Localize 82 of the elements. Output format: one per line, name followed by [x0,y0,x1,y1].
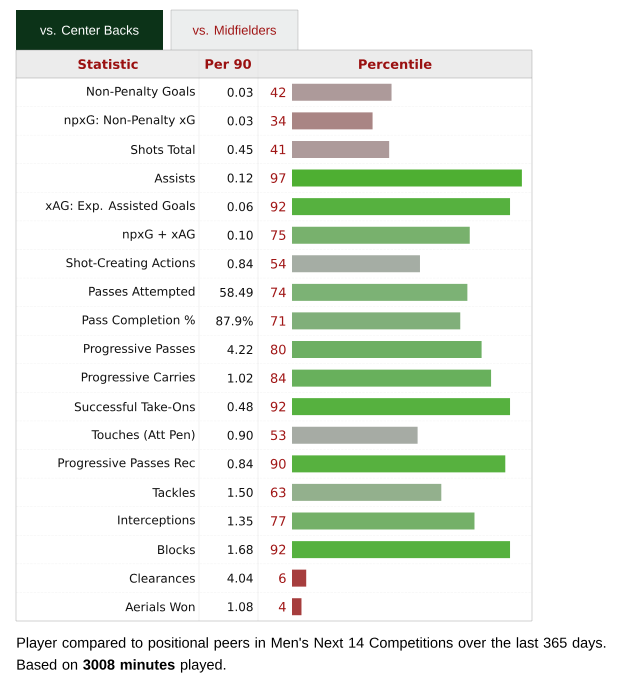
data-label: 80 [270,344,286,354]
y-tick-label: Tackles [152,488,195,498]
text: 1.50 [228,488,253,497]
y-tick-label: Progressive Passes [84,344,195,356]
text: 0.06 [228,202,253,212]
data-label: 90 [270,458,286,469]
bar [292,541,510,558]
text: 0.84 [228,259,253,268]
text: 4.22 [227,345,252,354]
text: 87.9% [216,316,253,326]
bar [292,341,482,358]
data-label: 71 [271,316,286,326]
bar [292,198,510,216]
bar [292,112,373,130]
text: 0.12 [228,174,252,183]
y-tick-label: npxG: Non-Penalty xG [64,115,195,127]
y-tick-label: Aerials Won [125,602,194,612]
y-tick-label: Non-Penalty Goals [87,86,195,98]
y-tick-label: Shot-Creating Actions [66,258,195,270]
text: 0.10 [228,230,253,240]
bar [292,226,470,244]
text: 0.03 [228,88,253,97]
y-tick-label: npxG + xAG [123,230,195,241]
y-tick-label: Blocks [158,544,195,554]
data-label: 54 [271,258,286,269]
data-label: 4 [278,602,286,612]
bar [292,312,460,330]
y-tick-label: Clearances [130,574,195,583]
bar [292,426,418,444]
text: 0.48 [228,402,253,412]
bar [292,140,390,158]
y-tick-label: Passes Attempted [89,286,194,298]
text: vs. Midfielders [192,25,276,35]
y-tick-label: Successful Take-Ons [74,402,195,412]
bar [292,398,510,416]
y-tick-label: Progressive Carries [82,372,195,384]
bar [292,255,420,272]
text: 58.49 [220,288,253,297]
bar [292,570,306,587]
bar [292,170,522,187]
y-tick-label: Touches (Att Pen) [92,430,194,441]
text: 1.68 [228,545,253,554]
y-tick-label: Interceptions [118,515,195,527]
text: 1.08 [228,602,253,612]
data-label: 63 [270,488,286,498]
bar [292,512,474,530]
y-tick-label: Shots Total [131,144,194,154]
data-label: 34 [270,116,286,126]
bar [292,598,302,616]
text: 1.35 [228,516,252,526]
y-tick-label: xAG: Exp. Assisted Goals [46,200,195,212]
text: 1.02 [228,374,252,383]
data-label: 74 [271,288,286,298]
y-tick-label: Pass Completion % [82,315,195,327]
bar [292,284,468,301]
data-label: 6 [279,573,286,584]
x-axis-title: Percentile [359,58,432,70]
data-label: 92 [270,402,286,412]
data-label: 84 [270,373,286,383]
text: 0.90 [228,430,253,440]
data-label: 97 [270,173,286,183]
data-label: 92 [270,544,286,554]
data-label: 53 [271,430,286,440]
text: 0.84 [228,459,253,468]
text: Per 90 [206,59,251,69]
y-axis-title: Statistic [78,58,138,70]
data-label: 92 [270,202,286,212]
bar [292,455,506,472]
text: vs. Center Backs [40,25,139,35]
data-label: 75 [271,230,286,240]
data-label: 41 [270,144,286,154]
text: 0.45 [228,144,252,154]
text: Player compared to positional peers in Men's Next 14 Competitions over the last 365 days. Based on 3008 minutes played. [17,637,606,673]
y-tick-label: Progressive Passes Rec [58,458,195,470]
data-label: 77 [271,516,286,526]
data-label: 42 [270,88,286,98]
text: 0.03 [228,116,253,126]
y-tick-label: Assists [154,173,195,183]
bar [292,370,492,387]
bar [292,84,392,101]
text: 4.04 [227,574,253,583]
bar [292,484,442,501]
